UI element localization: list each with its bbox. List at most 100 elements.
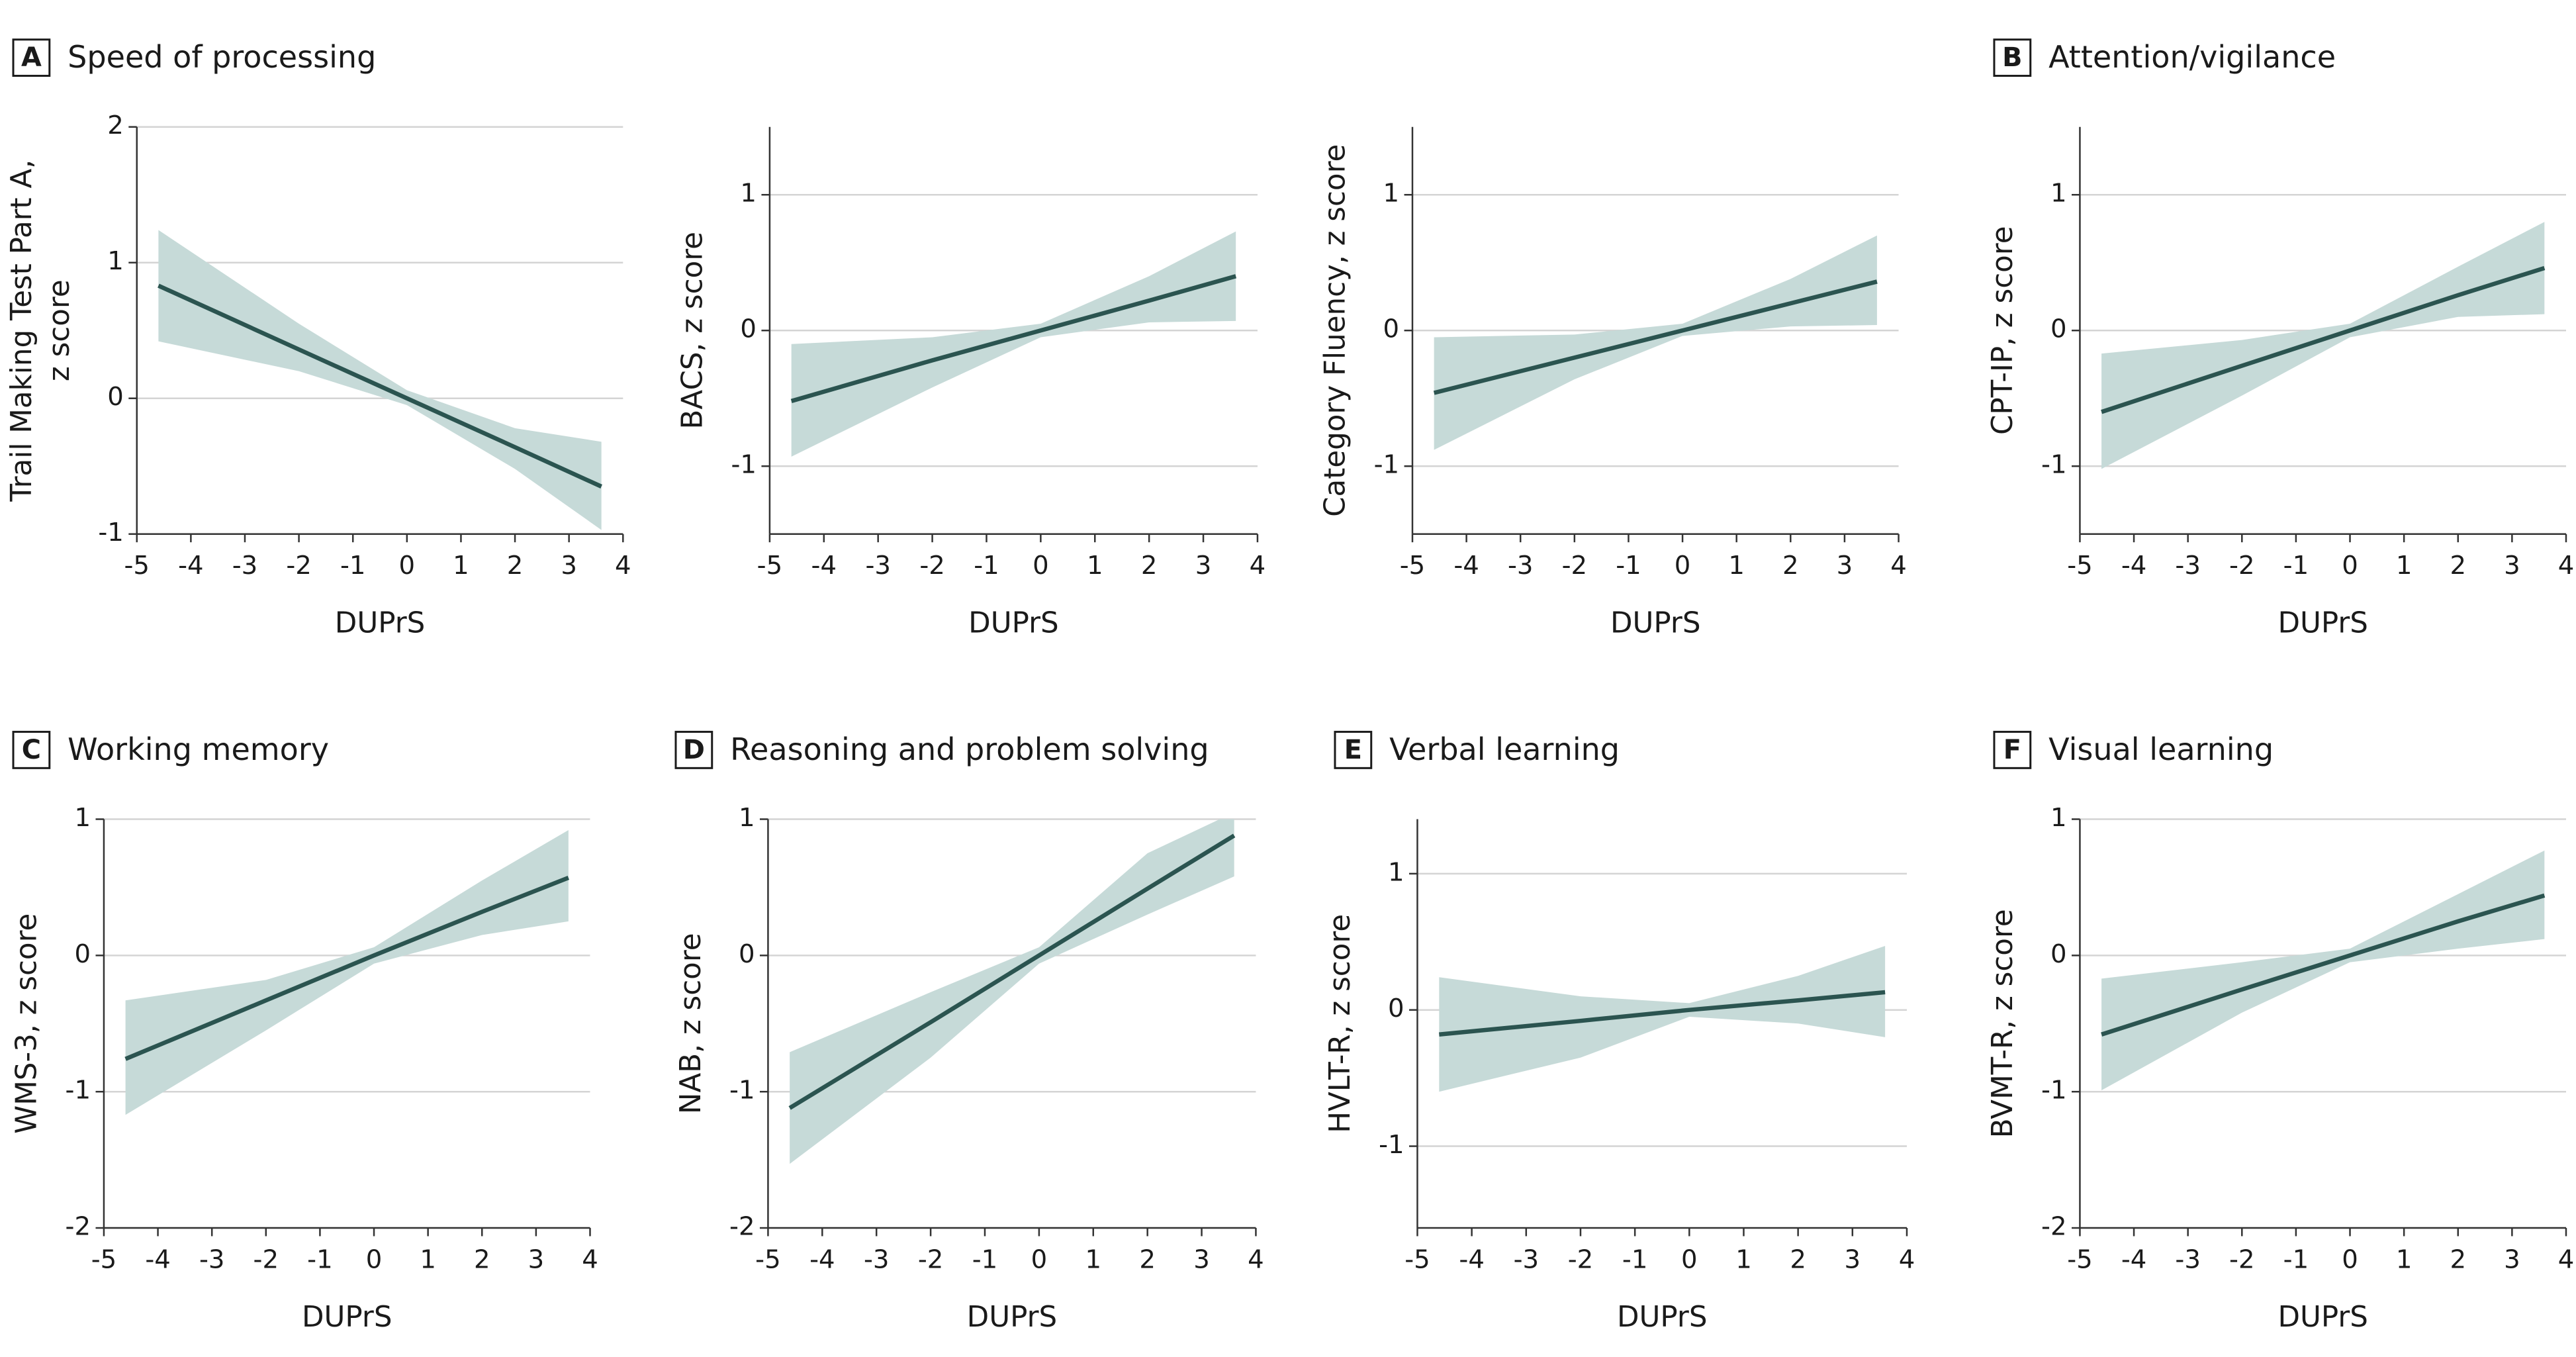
x-tick-label: -5 [91, 1244, 116, 1274]
x-tick-label: 4 [1899, 1244, 1915, 1274]
x-tick-label: -2 [286, 551, 311, 581]
y-tick-label: -2 [729, 1212, 755, 1242]
panel-title: Verbal learning [1389, 731, 1620, 767]
confidence-band [1434, 235, 1877, 450]
x-tick-label: 4 [1890, 551, 1907, 581]
panel-title: Speed of processing [68, 39, 376, 75]
x-tick-label: -1 [307, 1244, 332, 1274]
x-tick-label: 1 [2396, 551, 2413, 581]
x-tick-label: 1 [420, 1244, 436, 1274]
y-axis-label: BVMT-R, z score [1986, 909, 2019, 1138]
y-axis-label: z score [43, 279, 76, 381]
trend-line [158, 283, 602, 489]
y-axis-label: WMS-3, z score [10, 913, 43, 1134]
x-tick-label: 2 [2450, 551, 2466, 581]
x-tick-label: 3 [1193, 1244, 1210, 1274]
trend-line [124, 876, 570, 1061]
x-tick-label: 1 [2396, 1244, 2413, 1274]
x-tick-label: 1 [1728, 551, 1745, 581]
x-tick-label: -5 [1404, 1244, 1430, 1274]
x-tick-label: -2 [919, 551, 944, 581]
x-tick-label: -3 [1514, 1244, 1539, 1274]
y-tick-label: 0 [2050, 314, 2067, 344]
x-tick-label: -5 [757, 551, 782, 581]
x-tick-label: 0 [2342, 1244, 2358, 1274]
x-tick-label: 0 [1031, 1244, 1048, 1274]
y-tick-label: 0 [2050, 939, 2067, 969]
panel-title: Reasoning and problem solving [730, 731, 1209, 767]
x-tick-label: -4 [145, 1244, 170, 1274]
x-axis-label: DUPrS [1610, 607, 1700, 640]
x-tick-label: 0 [1681, 1244, 1698, 1274]
y-tick-label: -1 [98, 518, 123, 547]
x-axis-label: DUPrS [335, 607, 425, 640]
x-tick-label: -3 [864, 1244, 889, 1274]
y-tick-label: 0 [740, 314, 757, 344]
y-tick-label: -1 [729, 1076, 755, 1105]
x-tick-label: -5 [1400, 551, 1425, 581]
x-tick-label: -2 [1568, 1244, 1593, 1274]
x-tick-label: -4 [2121, 551, 2146, 581]
x-tick-label: 2 [1141, 551, 1158, 581]
y-axis-label: Category Fluency, z score [1318, 144, 1352, 517]
x-tick-label: -3 [2175, 1244, 2200, 1274]
y-axis-label: NAB, z score [674, 933, 708, 1114]
panel-label: E [1344, 735, 1362, 765]
confidence-band [2101, 850, 2545, 1091]
x-tick-label: -2 [2229, 1244, 2254, 1274]
y-tick-label: 1 [74, 803, 91, 833]
x-axis-label: DUPrS [2277, 1301, 2368, 1334]
x-tick-label: -3 [2175, 551, 2200, 581]
panel-label-box [12, 731, 51, 769]
y-tick-label: -1 [2041, 450, 2066, 480]
x-tick-label: 3 [1195, 551, 1212, 581]
x-tick-label: -2 [2229, 551, 2254, 581]
x-tick-label: 0 [1675, 551, 1691, 581]
x-tick-label: 1 [453, 551, 469, 581]
trend-line [788, 833, 1236, 1110]
x-tick-label: -1 [2283, 551, 2309, 581]
x-tick-label: 4 [1250, 551, 1266, 581]
x-tick-label: 1 [1087, 551, 1103, 581]
y-tick-label: 1 [739, 803, 755, 833]
x-tick-label: 2 [2450, 1244, 2466, 1274]
x-tick-label: -5 [2067, 1244, 2092, 1274]
panel-label-box [674, 731, 713, 769]
x-tick-label: 2 [507, 551, 524, 581]
x-tick-label: 0 [2342, 551, 2358, 581]
x-tick-label: -2 [1562, 551, 1587, 581]
x-tick-label: 1 [1735, 1244, 1752, 1274]
trend-line [2101, 265, 2546, 414]
y-tick-label: -2 [2041, 1212, 2066, 1242]
x-tick-label: -5 [755, 1244, 780, 1274]
x-tick-label: 3 [1837, 551, 1853, 581]
x-tick-label: -2 [253, 1244, 279, 1274]
x-tick-label: 2 [1782, 551, 1799, 581]
panel-label: B [2002, 42, 2022, 73]
x-tick-label: -4 [1453, 551, 1479, 581]
x-tick-label: 0 [1033, 551, 1049, 581]
y-tick-label: 1 [740, 179, 757, 209]
x-tick-label: -4 [1459, 1244, 1484, 1274]
y-tick-label: 1 [1383, 179, 1400, 209]
y-tick-label: 0 [107, 382, 124, 412]
x-tick-label: -3 [232, 551, 257, 581]
x-tick-label: 3 [528, 1244, 545, 1274]
x-tick-label: -1 [972, 1244, 997, 1274]
y-tick-label: 1 [107, 246, 124, 276]
x-axis-label: DUPrS [302, 1301, 392, 1334]
x-tick-label: 2 [474, 1244, 490, 1274]
panel-label-box [12, 38, 51, 77]
panel-title: Visual learning [2048, 731, 2274, 767]
x-tick-label: 3 [2504, 1244, 2520, 1274]
y-tick-label: -1 [731, 450, 757, 480]
confidence-band [125, 829, 569, 1115]
x-tick-label: 4 [1248, 1244, 1264, 1274]
x-tick-label: -3 [199, 1244, 224, 1274]
confidence-band [2101, 222, 2545, 469]
x-tick-label: -1 [1622, 1244, 1647, 1274]
panel-title: Working memory [68, 731, 329, 767]
x-tick-label: -1 [1616, 551, 1641, 581]
confidence-band [790, 819, 1234, 1164]
